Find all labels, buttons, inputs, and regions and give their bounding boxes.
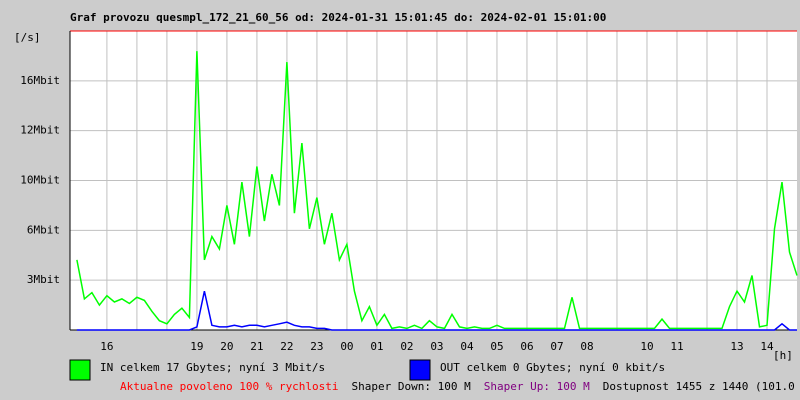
legend-swatch (69, 359, 91, 381)
x-tick-label: 21 (250, 340, 263, 353)
chart-title: Graf provozu quesmpl_172_21_60_56 od: 20… (70, 11, 606, 24)
x-tick-label: 23 (310, 340, 323, 353)
data-line (76, 290, 797, 331)
footer-note: Aktualne povoleno 100 % rychlosti (120, 380, 339, 393)
x-tick-label: 06 (520, 340, 533, 353)
x-tick-label: 13 (730, 340, 743, 353)
x-tick-label: 05 (490, 340, 503, 353)
x-tick-label: 07 (550, 340, 563, 353)
legend-swatch (409, 359, 431, 381)
x-tick-label: 04 (460, 340, 474, 353)
x-tick-label: 02 (400, 340, 413, 353)
legend-label: OUT celkem 0 Gbytes; nyní 0 kbit/s (440, 361, 665, 374)
x-tick-label: 22 (280, 340, 293, 353)
legend-label: IN celkem 17 Gbytes; nyní 3 Mbit/s (100, 361, 325, 374)
y-axis-label: [/s] (14, 31, 41, 44)
x-tick-label: 08 (580, 340, 593, 353)
x-tick-label: 19 (190, 340, 203, 353)
y-tick-label: 3Mbit (27, 273, 60, 286)
footer-note: Shaper Up: 100 M (484, 380, 590, 393)
footer-note: Shaper Down: 100 M (352, 380, 472, 393)
x-tick-label: 03 (430, 340, 443, 353)
x-tick-label: 10 (640, 340, 653, 353)
y-tick-label: 16Mbit (20, 74, 60, 87)
x-tick-label: 01 (370, 340, 383, 353)
data-line (76, 51, 798, 330)
x-axis-label: [h] (773, 349, 793, 362)
y-tick-label: 10Mbit (20, 174, 60, 187)
x-tick-label: 16 (100, 340, 113, 353)
x-tick-label: 11 (670, 340, 683, 353)
y-tick-label: 12Mbit (20, 124, 60, 137)
x-tick-label: 20 (220, 340, 233, 353)
x-tick-label: 00 (340, 340, 353, 353)
footer-note: Dostupnost 1455 z 1440 (101.0 %) (603, 380, 800, 393)
x-tick-label: 14 (760, 340, 774, 353)
y-tick-label: 6Mbit (27, 223, 60, 236)
